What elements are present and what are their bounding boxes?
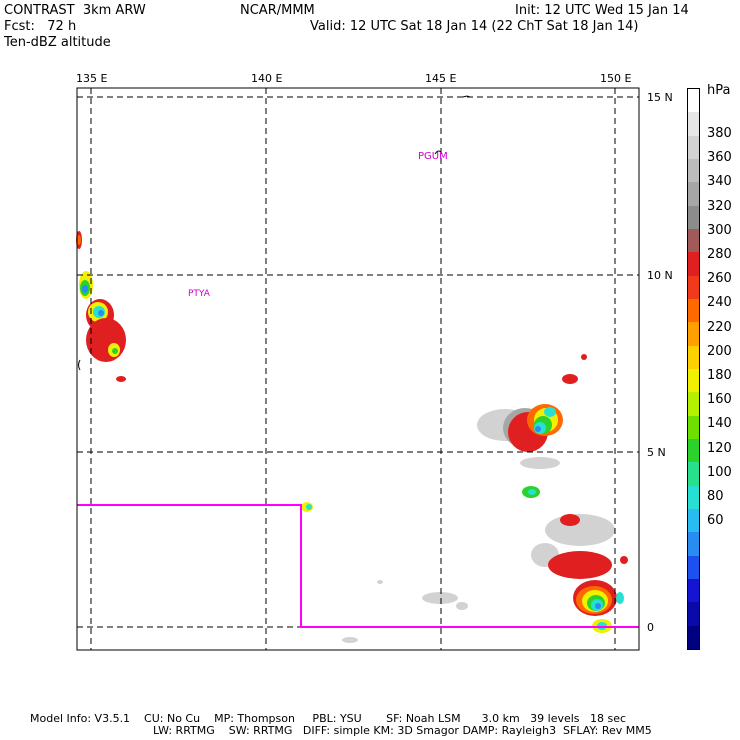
lat-label-0: 0	[647, 621, 654, 634]
lat-label-10n: 10 N	[647, 269, 673, 282]
coastline-marks	[78, 95, 471, 371]
colorbar-swatch	[688, 299, 699, 323]
colorbar-swatch	[688, 229, 699, 253]
colorbar-swatch	[688, 182, 699, 207]
colorbar-swatch	[688, 579, 699, 603]
echo-cell	[98, 310, 104, 316]
init-time: Init: 12 UTC Wed 15 Jan 14	[515, 3, 689, 18]
colorbar-swatch	[688, 205, 699, 230]
domain-boundary	[77, 504, 639, 628]
colorbar-swatch	[688, 322, 699, 347]
station-label-ptya: PTYA	[188, 289, 210, 299]
colorbar-level-label: 300	[707, 222, 732, 238]
model-info-line1: Model Info: V3.5.1 CU: No Cu MP: Thompso…	[30, 712, 627, 725]
colorbar-level-label: 100	[707, 464, 732, 480]
lat-label-5n: 5 N	[647, 446, 666, 459]
echo-cell	[112, 348, 118, 354]
colorbar-swatch	[688, 275, 699, 300]
colorbar-swatch	[688, 532, 699, 557]
colorbar-swatch	[688, 485, 699, 510]
echo-cell	[77, 235, 81, 245]
colorbar-unit: hPa	[707, 83, 731, 98]
echo-cell	[545, 514, 615, 546]
colorbar-swatch	[688, 345, 699, 370]
station-label-pgum: PGUM	[418, 151, 448, 162]
forecast-hour: Fcst: 72 h	[4, 19, 77, 34]
colorbar-swatch	[688, 252, 699, 277]
echo-cell	[595, 603, 601, 609]
colorbar-level-label: 280	[707, 247, 732, 262]
colorbar	[687, 88, 700, 650]
colorbar-level-label: 160	[707, 392, 732, 408]
colorbar-swatch	[688, 415, 699, 440]
lon-label-145: 145 E	[425, 72, 457, 85]
colorbar-swatch	[688, 439, 699, 463]
colorbar-level-label: 320	[707, 198, 732, 214]
map-frame	[76, 87, 640, 651]
colorbar-level-label: 60	[707, 513, 724, 529]
lon-label-150: 150 E	[600, 72, 632, 85]
echo-cell	[86, 318, 126, 362]
colorbar-level-label: 360	[707, 150, 732, 166]
lon-label-140: 140 E	[251, 72, 283, 85]
colorbar-swatch	[688, 555, 699, 580]
colorbar-swatch	[688, 89, 699, 113]
echo-cell	[456, 602, 468, 610]
valid-time: Valid: 12 UTC Sat 18 Jan 14 (22 ChT Sat …	[310, 19, 639, 34]
colorbar-swatch	[688, 112, 699, 137]
colorbar-level-label: 220	[707, 319, 732, 335]
echo-cell	[377, 580, 383, 584]
colorbar-swatch	[688, 159, 699, 183]
colorbar-swatch	[688, 392, 699, 417]
field-name: Ten-dBZ altitude	[4, 35, 111, 50]
echo-cell	[306, 504, 312, 510]
colorbar-level-label: 240	[707, 295, 732, 311]
echo-cell	[620, 556, 628, 564]
echo-cell	[562, 374, 578, 384]
colorbar-swatch	[688, 509, 699, 533]
colorbar-level-label: 120	[707, 440, 732, 456]
lat-label-15n: 15 N	[647, 91, 673, 104]
echo-cell	[342, 637, 358, 643]
colorbar-swatch	[688, 462, 699, 487]
echo-cell	[422, 592, 458, 604]
echo-cell	[581, 354, 587, 360]
reflectivity-echoes	[76, 231, 628, 643]
lon-label-135: 135 E	[76, 72, 108, 85]
echo-cell	[116, 376, 126, 382]
echo-cell	[535, 426, 541, 432]
echo-cell	[82, 285, 88, 293]
colorbar-level-label: 180	[707, 368, 732, 383]
echo-cell	[560, 514, 580, 526]
model-info-line2: LW: RRTMG SW: RRTMG DIFF: simple KM: 3D …	[153, 724, 652, 737]
colorbar-swatch	[688, 602, 699, 627]
echo-cell	[616, 592, 624, 604]
echo-cell	[548, 551, 612, 579]
echo-cell	[520, 457, 560, 469]
colorbar-level-label: 200	[707, 343, 732, 359]
echo-cell	[544, 407, 556, 417]
inner-domain-outline	[77, 504, 639, 628]
organization-label: NCAR/MMM	[240, 3, 315, 18]
colorbar-level-label: 380	[707, 126, 732, 141]
colorbar-swatch	[688, 135, 699, 160]
colorbar-swatch	[688, 369, 699, 393]
colorbar-level-label: 340	[707, 174, 732, 190]
colorbar-level-label: 80	[707, 489, 724, 504]
colorbar-swatch	[688, 625, 699, 650]
echo-cell	[528, 489, 536, 495]
colorbar-level-label: 260	[707, 271, 732, 287]
colorbar-level-label: 140	[707, 416, 732, 432]
model-title: CONTRAST 3km ARW	[4, 3, 146, 18]
